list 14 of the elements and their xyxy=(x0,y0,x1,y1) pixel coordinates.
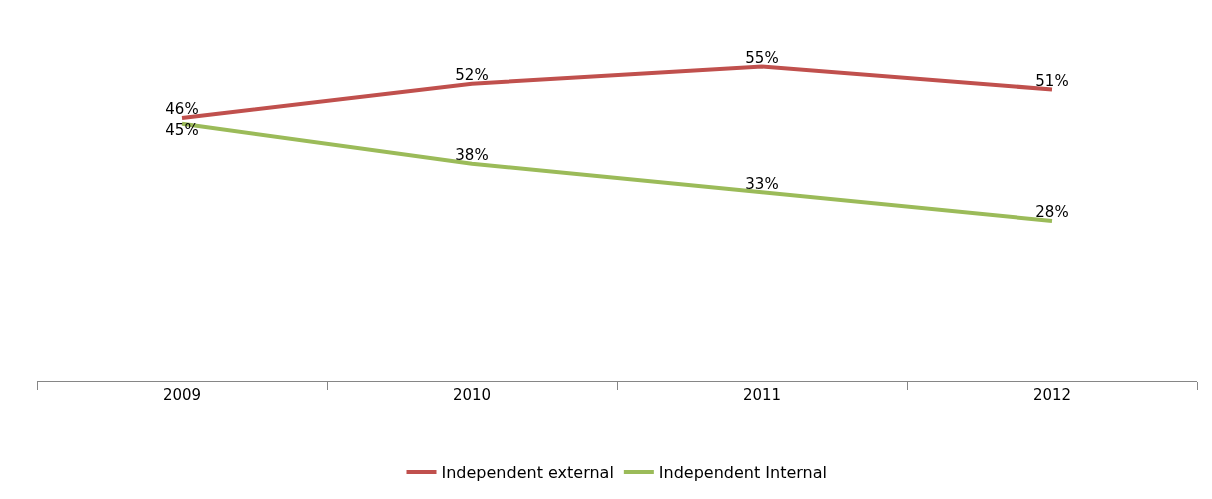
data-label: 33% xyxy=(745,174,779,193)
x-tick-label: 2011 xyxy=(742,386,782,404)
x-tick-label: 2010 xyxy=(452,386,492,404)
legend-label: Independent Internal xyxy=(658,463,828,483)
x-tick-label: 2009 xyxy=(162,386,202,404)
data-label: 55% xyxy=(745,48,779,67)
data-label: 46% xyxy=(165,100,199,119)
legend-label: Independent external xyxy=(441,463,614,483)
data-label: 38% xyxy=(455,146,489,165)
data-label: 45% xyxy=(165,121,199,140)
data-label: 51% xyxy=(1035,71,1069,90)
data-label: 52% xyxy=(455,65,489,84)
x-tick-label: 2012 xyxy=(1032,386,1072,404)
data-label: 28% xyxy=(1035,203,1069,222)
